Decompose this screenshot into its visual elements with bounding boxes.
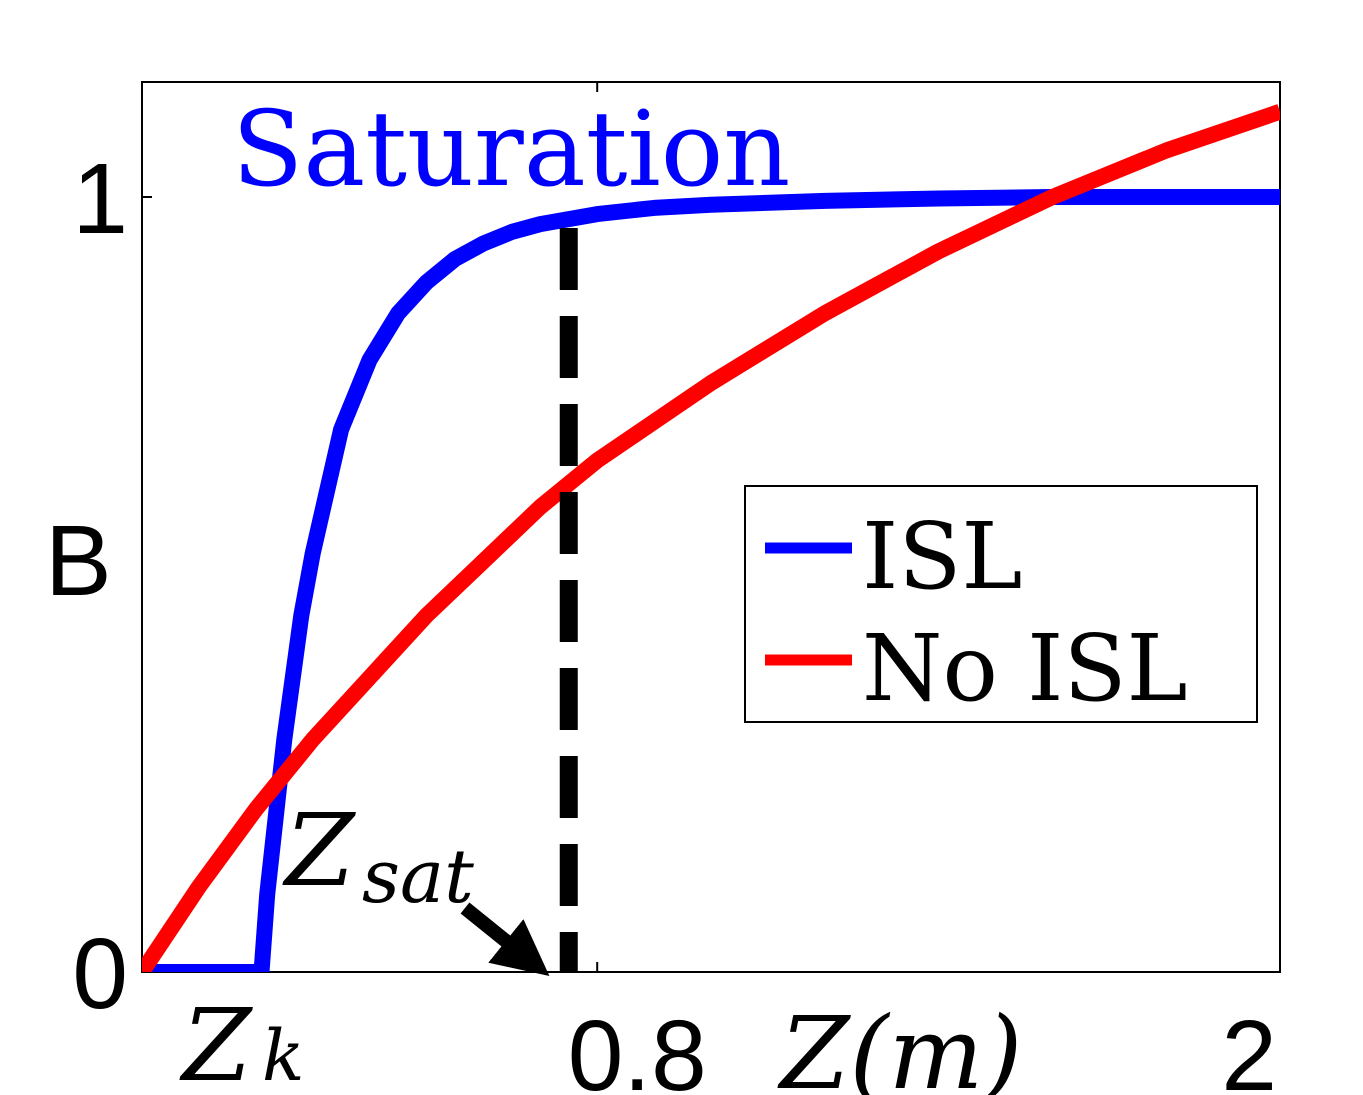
zsat-arrow: [460, 902, 550, 977]
tick-labels: 0.8 2 0 1: [72, 143, 1277, 1095]
legend: ISL No ISL: [744, 485, 1258, 723]
series-line-no-isl: [142, 104, 1280, 972]
legend-box: [744, 485, 1258, 723]
y-axis-label: B: [45, 505, 112, 617]
series-layer: [142, 104, 1280, 972]
y-tick-label: 0: [72, 918, 128, 1030]
chart-title: Saturation: [232, 88, 790, 210]
zk-main: Z: [179, 987, 253, 1095]
x-tick-label: 0.8: [568, 1000, 707, 1095]
zk-annotation: Z k: [179, 987, 304, 1095]
legend-label-no-isl: No ISL: [862, 615, 1188, 722]
x-axis-label: Z(m): [777, 995, 1022, 1095]
y-tick-label: 1: [72, 143, 128, 255]
legend-label-isl: ISL: [862, 503, 1022, 610]
series-line-isl: [142, 189, 1280, 972]
x-tick-label: 2: [1221, 1000, 1277, 1095]
zsat-subscript: sat: [362, 834, 474, 920]
zk-subscript: k: [262, 1015, 304, 1095]
zsat-annotation: Z sat: [282, 792, 550, 977]
zsat-main: Z: [282, 792, 356, 909]
